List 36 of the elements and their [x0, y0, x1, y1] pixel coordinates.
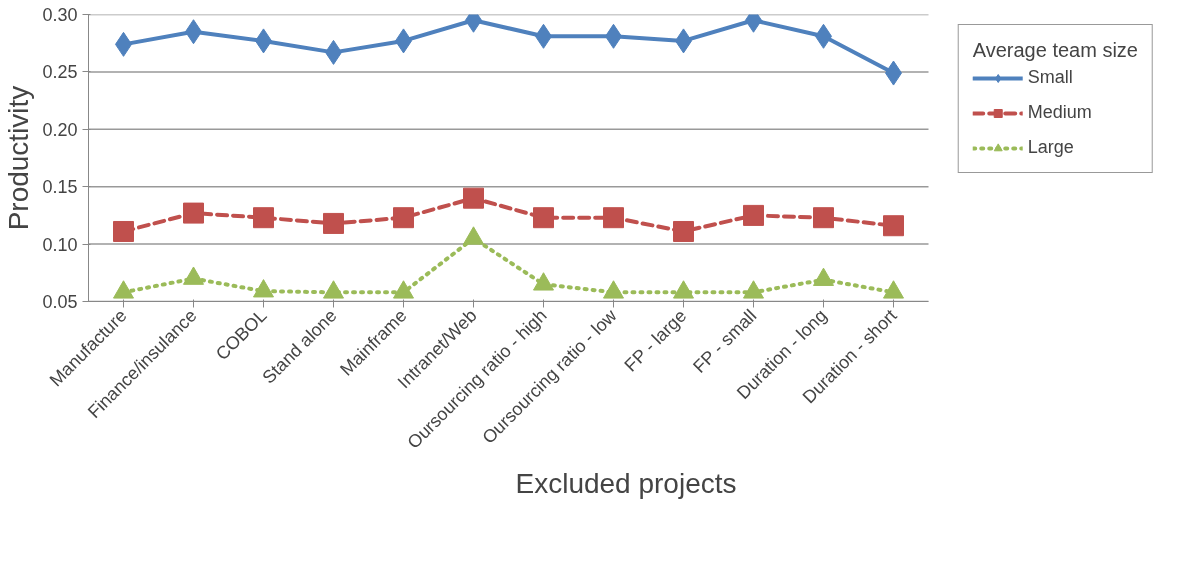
point	[253, 279, 274, 298]
point	[673, 280, 694, 299]
y-tick-label: 0.30	[42, 5, 78, 25]
point	[533, 207, 554, 229]
legend-label: Large	[1027, 137, 1074, 158]
legend-label: Medium	[1027, 102, 1092, 123]
y-tick-label: 0.20	[42, 119, 78, 140]
point	[183, 202, 204, 224]
y-tick-label: 0.05	[42, 292, 78, 312]
point	[113, 280, 134, 299]
point	[253, 207, 274, 229]
point	[323, 280, 344, 299]
point	[603, 280, 624, 299]
point	[603, 207, 624, 229]
point	[533, 272, 554, 291]
point	[113, 220, 134, 242]
point	[743, 204, 764, 226]
y-tick-label: 0.25	[42, 62, 78, 83]
point	[393, 280, 414, 299]
y-tick-label: 0.10	[42, 234, 78, 255]
point	[743, 280, 764, 299]
point	[393, 207, 414, 229]
point	[323, 212, 344, 234]
legend-label: Small	[1027, 67, 1073, 88]
point	[183, 266, 204, 285]
point	[673, 220, 694, 242]
x-axis-title: Excluded projects	[515, 467, 737, 499]
y-tick-label: 0.15	[42, 177, 78, 198]
legend-title: Average team size	[972, 39, 1138, 62]
point	[813, 207, 834, 229]
point	[463, 187, 484, 209]
point	[813, 267, 834, 286]
point	[463, 226, 484, 245]
point	[883, 215, 904, 237]
point	[883, 280, 904, 299]
y-axis-title: Productivity	[3, 85, 35, 231]
